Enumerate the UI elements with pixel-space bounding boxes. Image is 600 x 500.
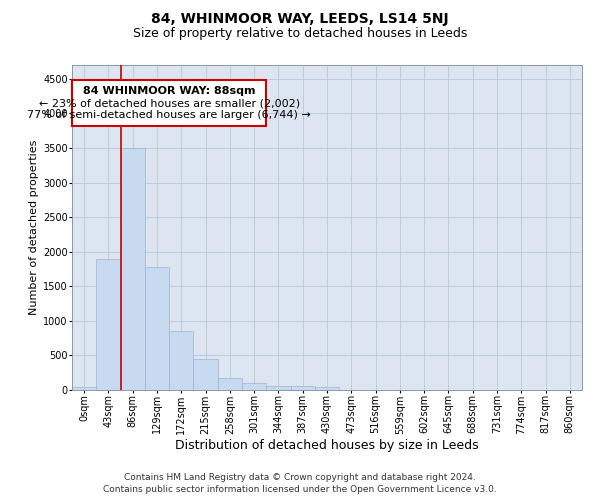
Bar [242, 383, 266, 390]
Text: 84, WHINMOOR WAY, LEEDS, LS14 5NJ: 84, WHINMOOR WAY, LEEDS, LS14 5NJ [151, 12, 449, 26]
Bar [72, 80, 266, 126]
Text: 77% of semi-detached houses are larger (6,744) →: 77% of semi-detached houses are larger (… [27, 110, 311, 120]
Bar [145, 267, 169, 390]
Bar [96, 258, 121, 390]
Text: Contains HM Land Registry data © Crown copyright and database right 2024.
Contai: Contains HM Land Registry data © Crown c… [103, 473, 497, 494]
Y-axis label: Number of detached properties: Number of detached properties [29, 140, 39, 315]
Bar [315, 386, 339, 390]
Text: ← 23% of detached houses are smaller (2,002): ← 23% of detached houses are smaller (2,… [38, 98, 300, 108]
X-axis label: Distribution of detached houses by size in Leeds: Distribution of detached houses by size … [175, 439, 479, 452]
Bar [169, 331, 193, 390]
Text: Size of property relative to detached houses in Leeds: Size of property relative to detached ho… [133, 28, 467, 40]
Bar [193, 359, 218, 390]
Bar [266, 386, 290, 390]
Text: 84 WHINMOOR WAY: 88sqm: 84 WHINMOOR WAY: 88sqm [83, 86, 256, 97]
Bar [121, 148, 145, 390]
Bar [218, 378, 242, 390]
Bar [290, 386, 315, 390]
Bar [72, 386, 96, 390]
